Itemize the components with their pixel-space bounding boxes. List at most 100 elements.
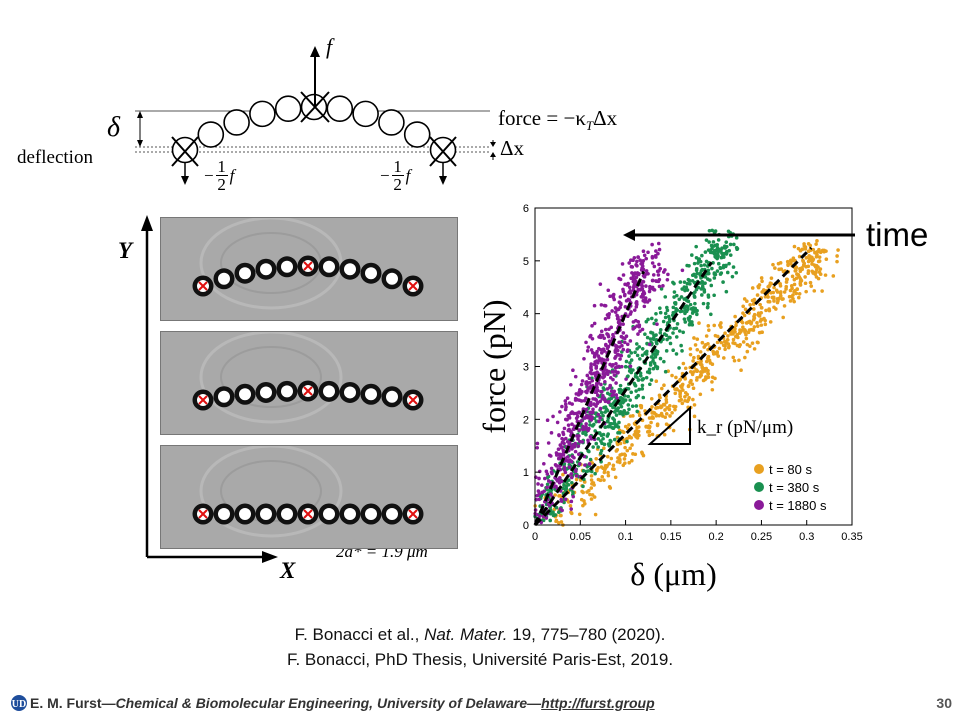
data-point <box>581 424 585 429</box>
data-point <box>636 393 641 398</box>
data-point <box>763 322 768 327</box>
data-point <box>628 446 632 451</box>
data-point <box>735 246 740 251</box>
bead <box>197 121 225 148</box>
data-point <box>635 263 639 268</box>
data-point <box>800 266 804 270</box>
data-point <box>684 304 689 308</box>
legend-marker <box>754 500 764 510</box>
data-point <box>549 466 554 471</box>
data-point <box>671 348 675 353</box>
data-point <box>696 285 701 290</box>
data-point <box>675 322 680 326</box>
y-tick-label: 5 <box>523 256 529 268</box>
data-point <box>704 359 709 364</box>
data-point <box>659 287 664 291</box>
data-point <box>795 272 799 276</box>
data-point <box>606 473 611 478</box>
data-point <box>792 244 797 249</box>
data-point <box>671 305 676 310</box>
data-point <box>658 306 662 310</box>
footer-link[interactable]: http://furst.group <box>541 695 655 711</box>
bead-core <box>281 260 293 273</box>
data-point <box>668 414 672 418</box>
data-point <box>695 271 699 276</box>
data-point <box>601 436 605 441</box>
bead-core <box>260 263 272 276</box>
data-point <box>597 356 602 360</box>
data-point <box>757 283 762 287</box>
data-point <box>663 369 668 374</box>
slope-triangle <box>647 405 691 445</box>
pin-mark <box>198 509 208 519</box>
data-point <box>646 250 650 255</box>
data-point <box>698 375 702 379</box>
data-point <box>656 273 661 277</box>
data-point <box>621 287 625 292</box>
data-point <box>569 472 574 476</box>
data-point <box>742 297 747 301</box>
pin-mark <box>408 395 418 405</box>
data-point <box>745 299 749 303</box>
data-point <box>700 370 705 374</box>
legend-marker <box>754 464 764 474</box>
data-point <box>769 276 774 280</box>
x-axis-label: δ (μm) <box>630 556 716 592</box>
data-point <box>706 368 710 373</box>
data-point <box>820 289 824 293</box>
data-point <box>692 272 696 277</box>
ripple <box>199 446 343 538</box>
data-point <box>720 251 724 256</box>
data-point <box>698 350 703 354</box>
x-tick-label: 0.15 <box>660 531 681 543</box>
data-point <box>567 478 571 482</box>
data-point <box>611 416 615 421</box>
data-point <box>653 364 658 368</box>
data-point <box>695 337 700 342</box>
data-point <box>605 434 610 438</box>
data-point <box>701 301 706 306</box>
data-point <box>629 390 634 395</box>
data-point <box>623 305 628 309</box>
force-eq-right: Δx <box>593 106 618 130</box>
data-point <box>563 407 568 412</box>
data-point <box>726 334 730 338</box>
data-point <box>792 299 796 304</box>
data-point <box>741 304 745 309</box>
data-point <box>670 373 674 378</box>
bending-schematic <box>135 46 496 185</box>
data-point <box>721 263 726 268</box>
data-point <box>612 437 617 442</box>
data-point <box>700 365 704 370</box>
data-point <box>589 497 594 501</box>
data-point <box>586 438 590 443</box>
data-point <box>603 463 608 468</box>
data-point <box>591 407 595 412</box>
data-point <box>613 369 618 374</box>
data-point <box>692 403 697 407</box>
data-point <box>698 360 703 365</box>
data-point <box>741 340 746 344</box>
data-point <box>626 281 630 286</box>
data-point <box>674 293 679 298</box>
data-point <box>649 378 654 382</box>
half-force-right: − 1 2 f <box>380 158 410 193</box>
data-point <box>591 445 595 449</box>
data-point <box>672 295 676 299</box>
pin-mark <box>408 509 418 519</box>
data-point <box>654 406 658 410</box>
data-point <box>598 451 603 456</box>
data-point <box>721 356 726 360</box>
data-point <box>571 368 575 373</box>
bead <box>352 100 379 128</box>
data-point <box>719 340 724 345</box>
data-point <box>651 278 655 283</box>
citation-1: F. Bonacci et al., Nat. Mater. 19, 775–7… <box>0 625 960 645</box>
data-point <box>592 321 597 326</box>
data-point <box>580 440 584 444</box>
data-point <box>601 369 606 374</box>
data-point <box>728 253 733 257</box>
bead-core <box>386 508 398 520</box>
data-point <box>656 241 661 246</box>
data-point <box>706 301 710 306</box>
